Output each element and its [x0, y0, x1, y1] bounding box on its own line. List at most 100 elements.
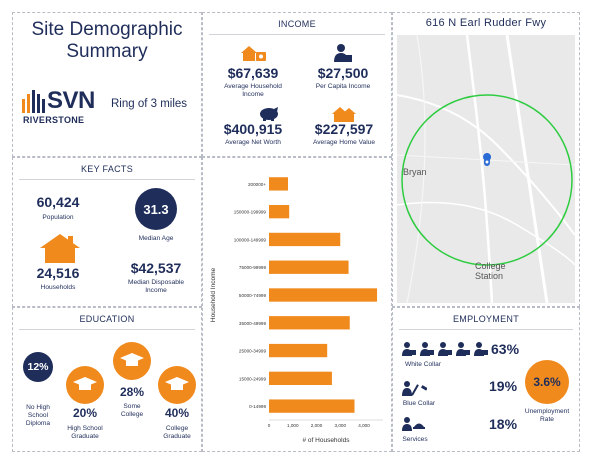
key-facts-panel: KEY FACTS 60,424 Population 31.3 Median …	[12, 157, 202, 307]
some-college-label1: Some	[123, 403, 141, 410]
no-hs-value: 12%	[27, 361, 49, 373]
income-header: INCOME	[278, 19, 316, 29]
chart-bar	[269, 288, 378, 302]
svn-sub: RIVERSTONE	[23, 115, 85, 125]
y-tick-label: 100000-149999	[234, 237, 267, 242]
median-income-value: $42,537	[130, 260, 182, 276]
avg-net-worth-value: $400,915	[223, 121, 283, 137]
page-title-line1: Site Demographic	[31, 19, 183, 40]
chart-bar	[269, 371, 332, 385]
college-value: 40%	[164, 406, 190, 420]
some-college-value: 28%	[119, 385, 145, 399]
avg-household-income-label2: Income	[242, 91, 264, 98]
no-hs-label1: No High	[26, 404, 50, 411]
office-worker-icon	[402, 342, 416, 356]
house-icon	[40, 234, 80, 263]
svn-wordmark: SVN	[47, 87, 95, 114]
unemployment-badge: 3.6%	[525, 360, 569, 404]
x-axis-label: # of Households	[303, 437, 351, 444]
per-capita-income-value: $27,500	[317, 65, 369, 81]
avg-household-income-label1: Average Household	[224, 83, 282, 90]
graduation-cap-icon	[73, 377, 97, 390]
white-collar-value: 63%	[491, 341, 520, 357]
ring-label: Ring of 3 miles	[111, 98, 188, 110]
avg-home-value-label: Average Home Value	[312, 139, 376, 146]
median-income-label2: Income	[145, 287, 167, 294]
chart-bar	[269, 343, 328, 358]
x-tick-label: 1,000	[287, 423, 299, 428]
map-title: 616 N Earl Rudder Fwy	[425, 17, 547, 29]
unemployment-value: 3.6%	[533, 375, 561, 389]
chart-bar	[269, 177, 288, 191]
income-panel: INCOME $67,639 Average Household Income …	[202, 12, 392, 157]
piggy-bank-icon	[260, 107, 278, 121]
y-tick-label: 0-14999	[249, 404, 266, 409]
white-collar-icons	[401, 341, 491, 357]
graduation-cap-icon	[165, 377, 189, 390]
median-age-badge: 31.3	[135, 188, 177, 230]
education-panel: EDUCATION 12% No High School Diploma 20%…	[12, 307, 202, 452]
blue-collar-label: Blue Collar	[402, 400, 436, 407]
map-label-bryan: Bryan	[403, 167, 427, 177]
no-hs-badge: 12%	[23, 352, 53, 382]
households-label: Households	[40, 284, 76, 291]
y-tick-label: 25000-34999	[239, 349, 267, 354]
avg-home-value-value: $227,597	[314, 121, 374, 137]
median-age-value: 31.3	[143, 201, 169, 217]
chart-bar	[269, 316, 350, 330]
some-college-label2: College	[120, 411, 144, 418]
no-hs-label2: School	[27, 412, 49, 419]
svn-bars-icon	[22, 90, 45, 113]
education-header: EDUCATION	[79, 314, 135, 324]
college-label1: College	[165, 425, 189, 432]
x-tick-label: 4,000	[358, 423, 370, 428]
unemployment-label1: Unemployment	[524, 408, 570, 415]
x-tick-label: 2,000	[311, 423, 323, 428]
title-panel: Site Demographic Summary SVN RIVERSTONE …	[12, 12, 202, 157]
office-worker-icon	[456, 342, 470, 356]
households-value: 24,516	[36, 265, 80, 281]
unemployment-label2: Rate	[540, 416, 554, 423]
location-pin-icon[interactable]	[483, 153, 492, 171]
chart-bar	[269, 399, 355, 413]
income-divider	[209, 34, 385, 35]
per-capita-income-label: Per Capita Income	[315, 83, 371, 90]
median-age-label: Median Age	[138, 235, 174, 242]
chart-bar	[269, 205, 290, 219]
services-icon	[402, 417, 425, 431]
graduation-cap-icon	[120, 353, 144, 366]
map-canvas	[397, 35, 575, 303]
median-income-label1: Median Disposable	[127, 279, 185, 286]
household-income-chart: 200000+ 150000-199999 100000-149999 75000-9…	[210, 177, 383, 444]
blue-collar-value: 19%	[489, 378, 518, 394]
key-facts-header: KEY FACTS	[80, 164, 134, 174]
y-tick-label: 15000-24999	[239, 376, 267, 381]
map-panel: 616 N Earl Rudder Fwy Bryan College Stat…	[392, 12, 580, 307]
y-tick-label: 35000-49999	[239, 321, 267, 326]
no-hs-label3: Diploma	[25, 420, 51, 427]
y-tick-label: 50000-74999	[239, 293, 267, 298]
map-label-station: Station	[475, 271, 504, 281]
chart-bar	[269, 232, 341, 247]
map-label-college: College	[475, 261, 506, 271]
office-worker-icon	[474, 342, 488, 356]
y-tick-label: 150000-199999	[234, 210, 267, 215]
hs-label1: High School	[67, 425, 103, 432]
page-title-line2: Summary	[66, 41, 148, 62]
key-facts-divider	[19, 179, 195, 180]
hs-label2: Graduate	[71, 433, 99, 440]
population-value: 60,424	[36, 194, 80, 210]
white-collar-label: White Collar	[405, 361, 441, 368]
chart-bar	[269, 260, 349, 274]
svn-logo: SVN RIVERSTONE	[21, 87, 111, 133]
employment-divider	[399, 329, 573, 330]
office-worker-icon	[438, 342, 452, 356]
hs-value: 20%	[72, 406, 98, 420]
home-value-icon	[332, 107, 356, 122]
some-college-cap-badge	[113, 342, 151, 380]
person-money-icon	[334, 44, 352, 62]
college-cap-badge	[158, 366, 196, 404]
income-chart-panel: 200000+ 150000-199999 100000-149999 75000-9…	[202, 157, 392, 452]
map-view[interactable]: Bryan College Station	[397, 35, 575, 303]
x-tick-label: 3,000	[335, 423, 347, 428]
